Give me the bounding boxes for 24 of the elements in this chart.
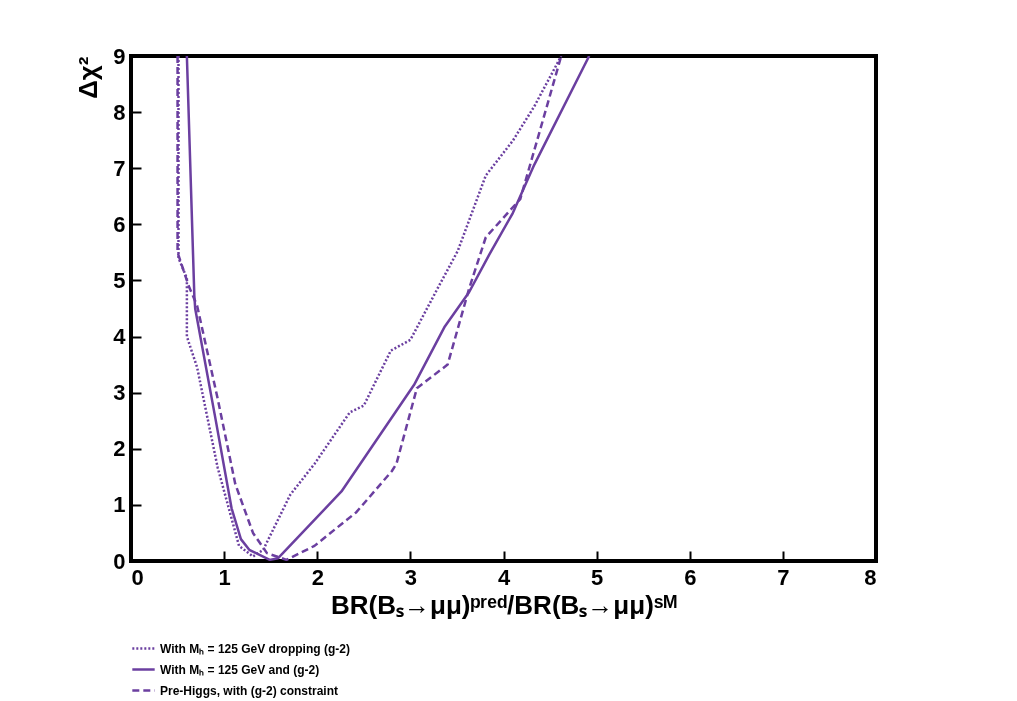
x-tick-label: 8 [864, 564, 877, 590]
y-axis-title: Δχ² [72, 56, 103, 99]
y-tick-label: 4 [113, 324, 127, 350]
x-tick-label: 3 [404, 564, 417, 590]
y-tick-label: 9 [113, 43, 126, 69]
y-tick-label: 6 [113, 211, 126, 237]
x-tick-label: 2 [311, 564, 324, 590]
y-tick-label: 1 [113, 492, 126, 518]
x-tick-label: 4 [497, 564, 511, 590]
y-tick-label: 0 [113, 548, 126, 574]
y-tick-label: 8 [113, 99, 126, 125]
y-tick-label: 3 [113, 380, 126, 406]
y-tick-label: 7 [113, 155, 126, 181]
legend-label: With Mₕ = 125 GeV dropping (g-2) [160, 641, 350, 656]
y-tick-label: 5 [113, 267, 126, 293]
legend-label: Pre-Higgs, with (g-2) constraint [160, 683, 339, 698]
x-tick-label: 7 [777, 564, 790, 590]
legend-label: With Mₕ = 125 GeV and (g-2) [160, 662, 320, 677]
y-tick-label: 2 [113, 436, 126, 462]
x-tick-label: 5 [591, 564, 604, 590]
x-axis-title: BR(Bₛ→μμ)ᵖʳᵉᵈ/BR(Bₛ→μμ)ˢᴹ [330, 589, 678, 620]
x-tick-label: 1 [218, 564, 231, 590]
x-tick-label: 0 [131, 564, 144, 590]
x-tick-label: 6 [684, 564, 697, 590]
